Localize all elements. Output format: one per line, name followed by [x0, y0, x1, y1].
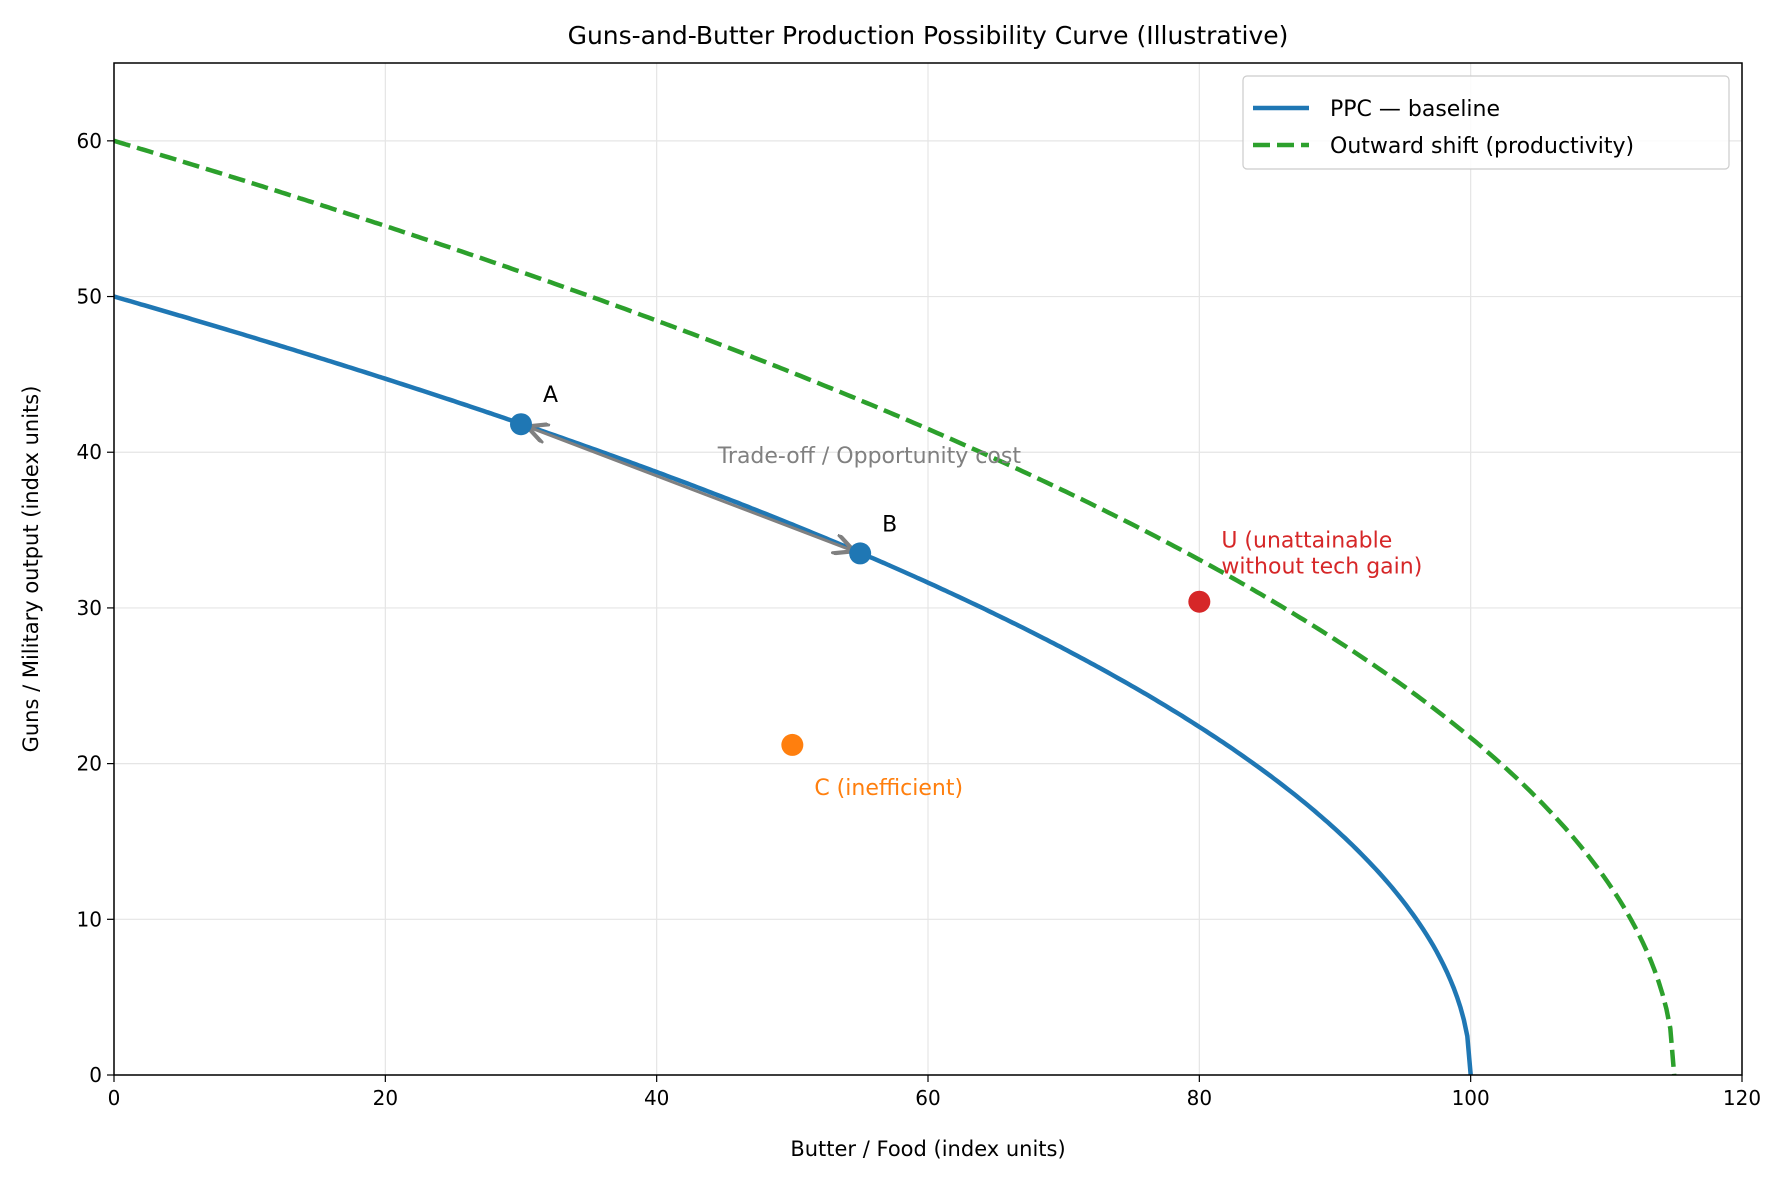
- x-tick-label: 80: [1187, 1086, 1212, 1110]
- x-tick-label: 100: [1452, 1086, 1490, 1110]
- y-tick-label: 0: [89, 1063, 102, 1087]
- y-tick-label: 50: [77, 285, 102, 309]
- trade-off-arrow: [529, 427, 852, 550]
- point-marker: [849, 542, 872, 565]
- legend-box: [1242, 75, 1730, 170]
- x-tick-label: 120: [1723, 1086, 1761, 1110]
- trade-off-label: Trade-off / Opportunity cost: [717, 444, 1022, 469]
- legend: PPC — baseline Outward shift (productivit…: [1242, 75, 1730, 170]
- point-label: U (unattainable without tech gain): [1221, 529, 1422, 580]
- y-tick-label: 30: [77, 596, 102, 620]
- point-marker: [781, 733, 804, 756]
- point-marker: [510, 413, 532, 436]
- point-marker: [1188, 590, 1211, 613]
- ticks: 0 20 40 60 80 100 120 0 10 20 30 40 50 60: [77, 129, 1762, 1110]
- point-label: B: [882, 512, 897, 537]
- y-tick-label: 40: [77, 440, 102, 464]
- series-line-0: [113, 294, 1473, 1076]
- series-line-1: [113, 138, 1677, 1076]
- x-tick-label: 20: [373, 1086, 398, 1110]
- x-tick-label: 60: [915, 1086, 940, 1110]
- x-tick-label: 0: [108, 1086, 121, 1110]
- points: A B C (inefficient) U (unattainable without …: [510, 383, 1422, 801]
- legend-label: Outward shift (productivity): [1330, 134, 1634, 159]
- y-tick-label: 20: [77, 752, 102, 776]
- x-axis-label: Butter / Food (index units): [790, 1137, 1065, 1161]
- x-tick-label: 40: [644, 1086, 669, 1110]
- annotations: Trade-off / Opportunity cost: [529, 427, 1021, 550]
- y-axis-label: Guns / Military output (index units): [19, 386, 43, 753]
- y-tick-label: 60: [77, 129, 102, 153]
- legend-label: PPC — baseline: [1330, 97, 1500, 122]
- y-tick-label: 10: [77, 907, 102, 931]
- chart-title: Guns-and-Butter Production Possibility C…: [568, 21, 1289, 50]
- point-label: A: [543, 383, 558, 408]
- point-label: C (inefficient): [814, 776, 963, 801]
